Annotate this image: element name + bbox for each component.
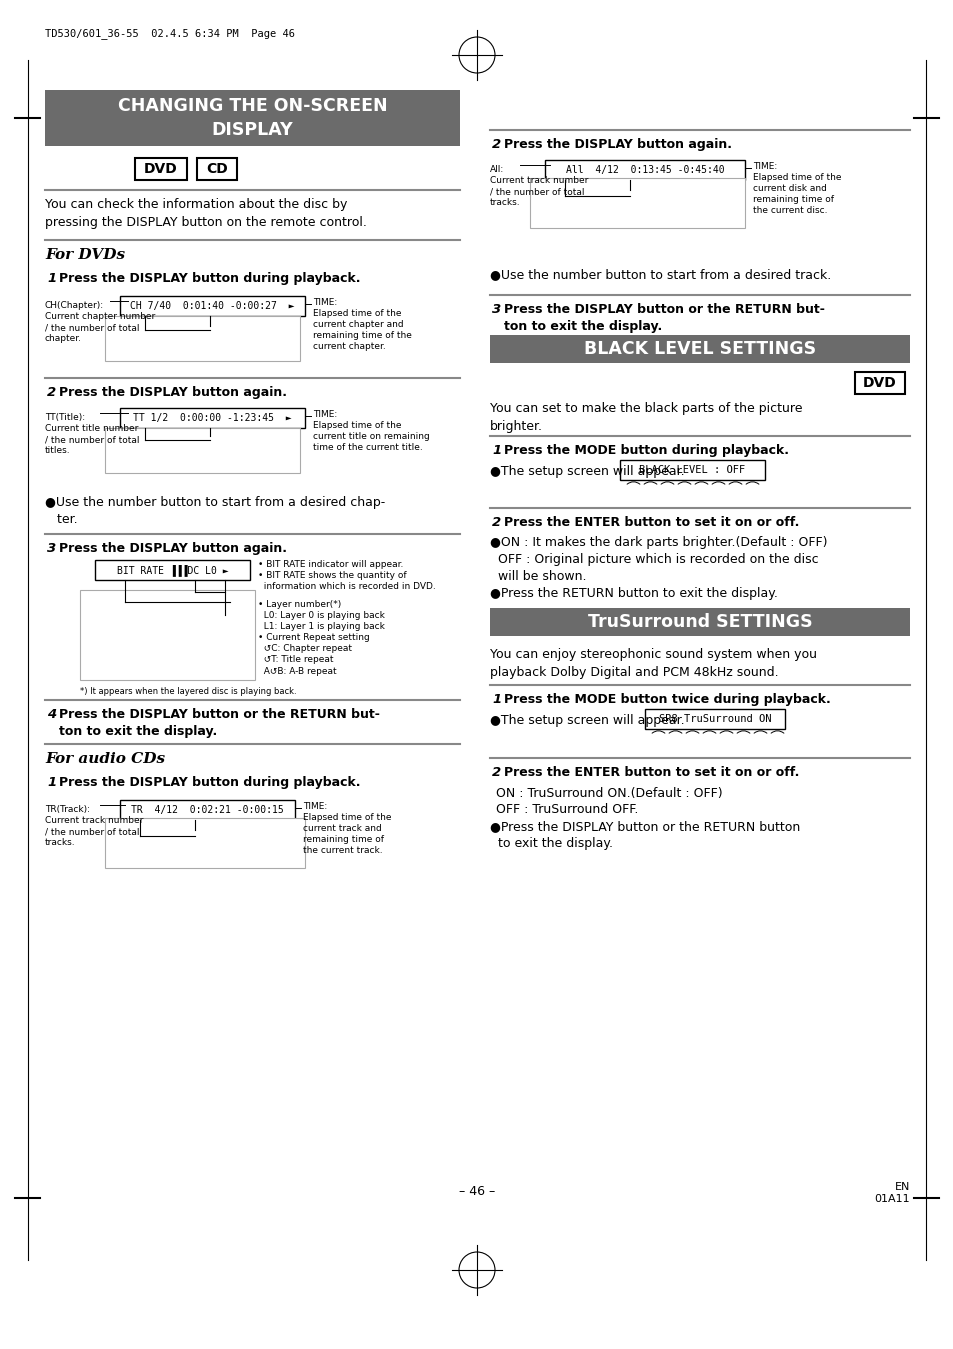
Text: • Layer number(*)
  L0: Layer 0 is playing back
  L1: Layer 1 is playing back
• : • Layer number(*) L0: Layer 0 is playing…	[257, 600, 384, 676]
Text: Press the DISPLAY button or the RETURN but-
ton to exit the display.: Press the DISPLAY button or the RETURN b…	[503, 304, 824, 333]
Text: TIME:
Elapsed time of the
current title on remaining
time of the current title.: TIME: Elapsed time of the current title …	[313, 410, 429, 452]
FancyBboxPatch shape	[490, 335, 909, 363]
FancyBboxPatch shape	[120, 295, 305, 316]
Text: *) It appears when the layered disc is playing back.: *) It appears when the layered disc is p…	[80, 687, 296, 696]
Text: ●Use the number button to start from a desired chap-
   ter.: ●Use the number button to start from a d…	[45, 496, 385, 526]
Text: 1: 1	[47, 776, 56, 789]
Text: ●ON : It makes the dark parts brighter.(Default : OFF)
  OFF : Original picture : ●ON : It makes the dark parts brighter.(…	[490, 536, 826, 600]
Text: DVD: DVD	[862, 376, 896, 390]
Text: TIME:
Elapsed time of the
current track and
remaining time of
the current track.: TIME: Elapsed time of the current track …	[303, 803, 391, 855]
FancyBboxPatch shape	[490, 608, 909, 635]
Text: BLACK LEVEL SETTINGS: BLACK LEVEL SETTINGS	[583, 340, 815, 357]
Text: TIME:
Elapsed time of the
current disk and
remaining time of
the current disc.: TIME: Elapsed time of the current disk a…	[752, 162, 841, 216]
Text: – 46 –: – 46 –	[458, 1184, 495, 1198]
Text: You can set to make the black parts of the picture
brighter.: You can set to make the black parts of t…	[490, 402, 801, 433]
Text: 3: 3	[47, 542, 56, 554]
FancyBboxPatch shape	[95, 560, 250, 580]
Text: ●The setup screen will appear.: ●The setup screen will appear.	[490, 465, 684, 478]
Text: SR8 TruSurround ON: SR8 TruSurround ON	[659, 714, 770, 724]
Text: TruSurround SETTINGS: TruSurround SETTINGS	[587, 612, 811, 631]
Text: All:
Current track number
/ the number of total
tracks.: All: Current track number / the number o…	[490, 165, 588, 208]
Text: All  4/12  0:13:45 -0:45:40: All 4/12 0:13:45 -0:45:40	[565, 165, 723, 175]
Text: 1: 1	[492, 444, 500, 457]
Text: 2: 2	[492, 766, 500, 778]
FancyBboxPatch shape	[530, 178, 744, 228]
Text: Press the ENTER button to set it on or off.: Press the ENTER button to set it on or o…	[503, 766, 799, 778]
Text: Press the DISPLAY button again.: Press the DISPLAY button again.	[503, 138, 731, 151]
Text: TD530/601_36-55  02.4.5 6:34 PM  Page 46: TD530/601_36-55 02.4.5 6:34 PM Page 46	[45, 28, 294, 39]
FancyBboxPatch shape	[80, 590, 254, 680]
Text: 1: 1	[47, 272, 56, 285]
Text: Press the DISPLAY button again.: Press the DISPLAY button again.	[59, 386, 287, 399]
Text: TT 1/2  0:00:00 -1:23:45  ►: TT 1/2 0:00:00 -1:23:45 ►	[133, 413, 292, 424]
Text: Press the DISPLAY button again.: Press the DISPLAY button again.	[59, 542, 287, 554]
Text: 1: 1	[492, 693, 500, 706]
FancyBboxPatch shape	[644, 710, 784, 728]
Text: • BIT RATE indicator will appear.
• BIT RATE shows the quantity of
  information: • BIT RATE indicator will appear. • BIT …	[257, 560, 436, 591]
Text: TIME:
Elapsed time of the
current chapter and
remaining time of the
current chap: TIME: Elapsed time of the current chapte…	[313, 298, 412, 351]
Text: EN
01A11: EN 01A11	[874, 1182, 909, 1205]
Text: BLACK LEVEL : OFF: BLACK LEVEL : OFF	[639, 465, 745, 475]
Text: CH(Chapter):
Current chapter number
/ the number of total
chapter.: CH(Chapter): Current chapter number / th…	[45, 301, 155, 343]
FancyBboxPatch shape	[120, 800, 294, 820]
Text: TR  4/12  0:02:21 -0:00:15: TR 4/12 0:02:21 -0:00:15	[131, 805, 284, 815]
Text: For DVDs: For DVDs	[45, 248, 125, 262]
Text: ●Press the DISPLAY button or the RETURN button
  to exit the display.: ●Press the DISPLAY button or the RETURN …	[490, 820, 800, 850]
Text: CH 7/40  0:01:40 -0:00:27  ►: CH 7/40 0:01:40 -0:00:27 ►	[131, 301, 294, 312]
Text: You can enjoy stereophonic sound system when you
playback Dolby Digital and PCM : You can enjoy stereophonic sound system …	[490, 648, 816, 679]
Text: ●Use the number button to start from a desired track.: ●Use the number button to start from a d…	[490, 268, 830, 281]
Text: ●The setup screen will appear.: ●The setup screen will appear.	[490, 714, 684, 727]
FancyBboxPatch shape	[135, 158, 187, 179]
Text: Press the MODE button during playback.: Press the MODE button during playback.	[503, 444, 788, 457]
FancyBboxPatch shape	[105, 316, 299, 362]
Text: TR(Track):
Current track number
/ the number of total
tracks.: TR(Track): Current track number / the nu…	[45, 805, 143, 847]
FancyBboxPatch shape	[105, 817, 305, 867]
Text: Press the DISPLAY button during playback.: Press the DISPLAY button during playback…	[59, 272, 360, 285]
Text: ON : TruSurround ON.(Default : OFF): ON : TruSurround ON.(Default : OFF)	[496, 786, 721, 800]
FancyBboxPatch shape	[854, 372, 904, 394]
Text: OFF : TruSurround OFF.: OFF : TruSurround OFF.	[496, 803, 638, 816]
Text: For audio CDs: For audio CDs	[45, 751, 165, 766]
Text: CD: CD	[206, 162, 228, 175]
Text: Press the ENTER button to set it on or off.: Press the ENTER button to set it on or o…	[503, 517, 799, 529]
Text: CHANGING THE ON-SCREEN
DISPLAY: CHANGING THE ON-SCREEN DISPLAY	[117, 97, 387, 139]
Text: TT(Title):
Current title number
/ the number of total
titles.: TT(Title): Current title number / the nu…	[45, 413, 139, 456]
Text: Press the DISPLAY button during playback.: Press the DISPLAY button during playback…	[59, 776, 360, 789]
Text: DVD: DVD	[144, 162, 177, 175]
FancyBboxPatch shape	[120, 407, 305, 428]
FancyBboxPatch shape	[544, 161, 744, 179]
Text: 3: 3	[492, 304, 500, 316]
FancyBboxPatch shape	[45, 90, 459, 146]
Text: 2: 2	[492, 138, 500, 151]
Text: 2: 2	[492, 517, 500, 529]
Text: BIT RATE ▐▐▐DC L0 ►: BIT RATE ▐▐▐DC L0 ►	[116, 564, 228, 576]
Text: Press the MODE button twice during playback.: Press the MODE button twice during playb…	[503, 693, 830, 706]
Text: 2: 2	[47, 386, 56, 399]
FancyBboxPatch shape	[196, 158, 236, 179]
Text: 4: 4	[47, 708, 56, 720]
Text: Press the DISPLAY button or the RETURN but-
ton to exit the display.: Press the DISPLAY button or the RETURN b…	[59, 708, 379, 738]
FancyBboxPatch shape	[619, 460, 764, 480]
Text: You can check the information about the disc by
pressing the DISPLAY button on t: You can check the information about the …	[45, 198, 367, 229]
FancyBboxPatch shape	[105, 428, 299, 473]
